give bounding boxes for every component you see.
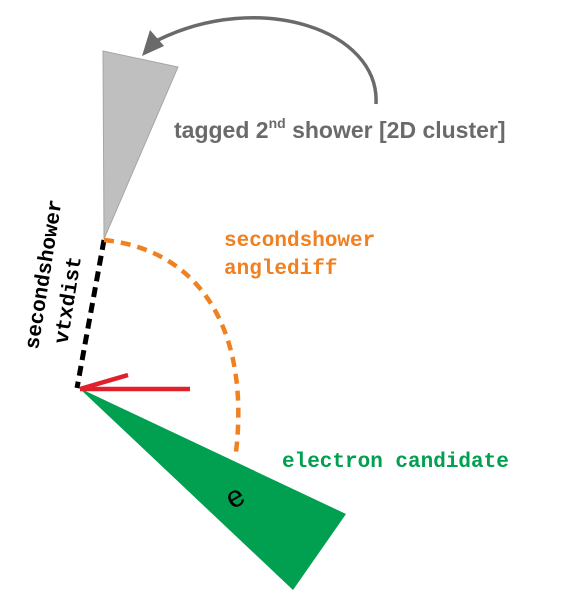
anglediff-dashed-arc [103, 237, 241, 453]
tagged-shower-superscript: nd [269, 115, 286, 131]
curved-arrow-icon [157, 16, 378, 105]
arrowhead-icon [142, 30, 164, 56]
electron-candidate-cone [79, 388, 346, 590]
tagged-shower-label: tagged 2nd shower [2D cluster] [174, 115, 506, 143]
vtxdist-dashed-line [74, 239, 107, 389]
vtxdist-label: secondshower vtxdist [22, 198, 88, 351]
anglediff-label-line1: secondshower [224, 230, 375, 253]
electron-candidate-label: electron candidate [282, 451, 509, 474]
anglediff-label-line2: anglediff [224, 258, 337, 281]
tagged-shower-main: tagged 2 [174, 117, 269, 143]
tagged-shower-rest: shower [2D cluster] [286, 117, 506, 143]
second-shower-cone [102, 50, 179, 240]
direction-marker-diagonal [79, 372, 129, 392]
